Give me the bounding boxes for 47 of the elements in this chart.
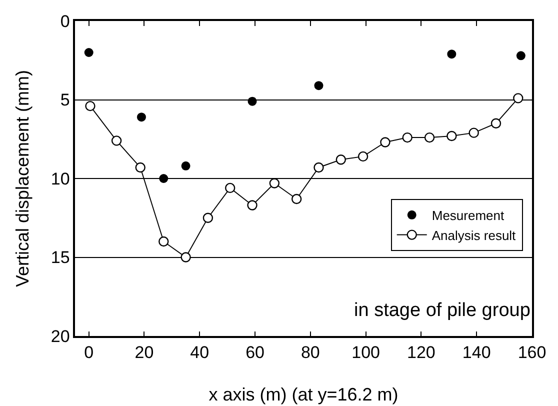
point (490, 118, 502, 128)
point (269, 178, 280, 188)
x-tick-label: 140 (462, 343, 491, 362)
x-tick-label: 40 (190, 343, 210, 362)
x-tick-label: 80 (300, 343, 320, 362)
x-tick-label: 160 (518, 343, 546, 362)
point (336, 154, 346, 165)
point (314, 81, 324, 90)
point (180, 252, 191, 262)
legend-label: Analysis result (432, 228, 516, 243)
x-tick-label: 0 (84, 343, 94, 362)
point (159, 174, 168, 183)
point (358, 151, 368, 162)
point (513, 93, 524, 104)
point (85, 100, 96, 112)
y-tick-label: 20 (50, 326, 70, 346)
y-tick-label: 10 (50, 169, 70, 188)
point (447, 50, 456, 59)
x-tick-label: 120 (407, 343, 436, 362)
x-tick-label: 20 (134, 343, 154, 362)
point (516, 51, 526, 60)
point (84, 48, 94, 57)
point (181, 161, 190, 170)
point (424, 132, 435, 143)
y-tick-label: 0 (60, 12, 70, 31)
x-tick-label: 100 (352, 343, 380, 362)
point (135, 162, 146, 173)
y-tick-label: 5 (60, 90, 70, 110)
point (446, 130, 457, 142)
y-tick-label: 15 (50, 248, 70, 268)
point (111, 136, 122, 146)
legend-label: Mesurement (432, 208, 504, 223)
point (380, 137, 390, 148)
x-tick-label: 60 (246, 343, 264, 362)
point (468, 128, 479, 138)
y-axis-title: Vertical displacement (mm) (12, 70, 32, 288)
annotation: in stage of pile group (354, 300, 530, 321)
point (314, 162, 324, 173)
x-axis-title: x axis (m) (at y=16.2 m) (208, 384, 398, 404)
point (247, 200, 258, 210)
point (202, 212, 214, 223)
point (225, 182, 236, 194)
point (402, 132, 412, 143)
point (248, 96, 257, 106)
point (291, 194, 302, 204)
point (158, 236, 169, 247)
point (136, 112, 146, 122)
